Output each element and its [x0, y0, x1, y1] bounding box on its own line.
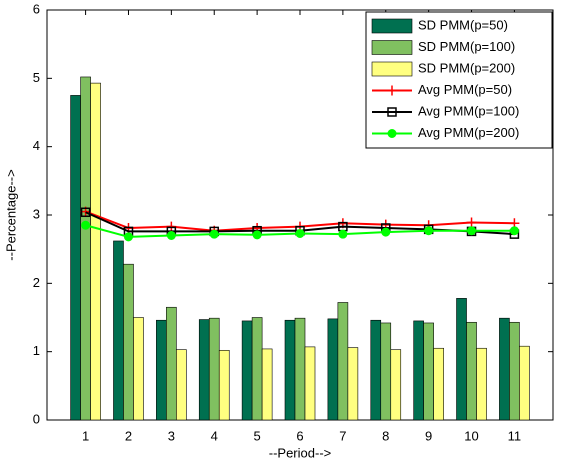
- line-marker: [387, 107, 397, 117]
- bar: [380, 322, 392, 421]
- bar: [133, 317, 144, 421]
- x-tick-label: 3: [168, 428, 175, 443]
- line-marker: [387, 129, 397, 138]
- bar: [413, 320, 424, 421]
- legend: [365, 11, 553, 149]
- bar: [241, 320, 253, 421]
- x-axis-label: --Period-->: [269, 445, 332, 460]
- x-tick-label: 7: [339, 428, 346, 443]
- line-marker: [252, 230, 262, 240]
- bar: [208, 317, 220, 421]
- x-tick-label: 6: [296, 428, 303, 443]
- bar: [390, 349, 402, 421]
- bar: [509, 321, 520, 421]
- bar: [499, 317, 510, 421]
- x-tick-label: 5: [254, 428, 261, 443]
- bar: [370, 319, 382, 421]
- legend-label: SD PMM(p=200): [418, 60, 515, 75]
- line-marker: [123, 232, 133, 242]
- bar: [113, 240, 124, 421]
- line-marker: [424, 226, 434, 236]
- line-marker: [381, 227, 391, 237]
- line-marker: [166, 231, 176, 240]
- x-tick-label: 10: [464, 428, 478, 443]
- bar: [218, 349, 230, 421]
- bar: [123, 263, 134, 421]
- bar: [466, 321, 477, 421]
- line-marker: [338, 229, 348, 239]
- bar: [156, 319, 167, 421]
- bar: [337, 302, 349, 421]
- bar: [294, 317, 306, 421]
- x-tick-label: 1: [82, 428, 89, 443]
- bar: [327, 318, 339, 421]
- legend-label: SD PMM(p=50): [418, 17, 508, 32]
- legend-label: SD PMM(p=100): [418, 39, 515, 54]
- line-marker: [166, 221, 177, 232]
- bar: [284, 319, 296, 421]
- x-tick-label: 11: [508, 428, 522, 443]
- y-tick-label: 5: [33, 70, 40, 85]
- bar: [90, 82, 101, 421]
- x-tick-label: 9: [425, 428, 432, 443]
- bar: [456, 298, 467, 421]
- bar: [261, 348, 273, 421]
- line-marker: [80, 207, 91, 218]
- y-axis-label: --Percentage-->: [3, 169, 18, 260]
- bar: [347, 347, 359, 421]
- line-marker: [466, 217, 477, 228]
- bar: [251, 317, 263, 421]
- line-marker: [81, 220, 91, 230]
- legend-swatch: [371, 18, 413, 34]
- x-tick-label: 4: [211, 428, 218, 443]
- legend-swatch: [371, 40, 413, 55]
- bar: [70, 95, 81, 421]
- y-tick-label: 6: [33, 1, 40, 16]
- x-tick-label: 8: [382, 428, 389, 443]
- y-tick-label: 3: [33, 206, 40, 221]
- bar: [176, 349, 187, 421]
- bar: [519, 345, 530, 421]
- y-tick-label: 1: [33, 343, 40, 358]
- bar: [304, 346, 316, 421]
- legend-label: Avg PMM(p=100): [418, 103, 519, 118]
- y-tick-label: 4: [33, 138, 40, 153]
- legend-label: Avg PMM(p=50): [418, 82, 512, 97]
- y-tick-label: 0: [33, 411, 40, 426]
- legend-label: Avg PMM(p=200): [418, 125, 519, 140]
- y-tick-label: 2: [33, 275, 40, 290]
- bar: [166, 306, 177, 421]
- line-marker: [509, 226, 519, 236]
- bar: [198, 319, 210, 421]
- legend-swatch: [371, 61, 413, 77]
- line-marker: [295, 228, 305, 238]
- bar: [423, 322, 434, 421]
- line-marker: [387, 85, 397, 96]
- line-marker: [209, 229, 219, 239]
- x-tick-label: 2: [125, 428, 132, 443]
- bar: [433, 347, 444, 421]
- bar: [476, 347, 487, 421]
- line-marker: [467, 226, 477, 236]
- bar: [80, 76, 91, 421]
